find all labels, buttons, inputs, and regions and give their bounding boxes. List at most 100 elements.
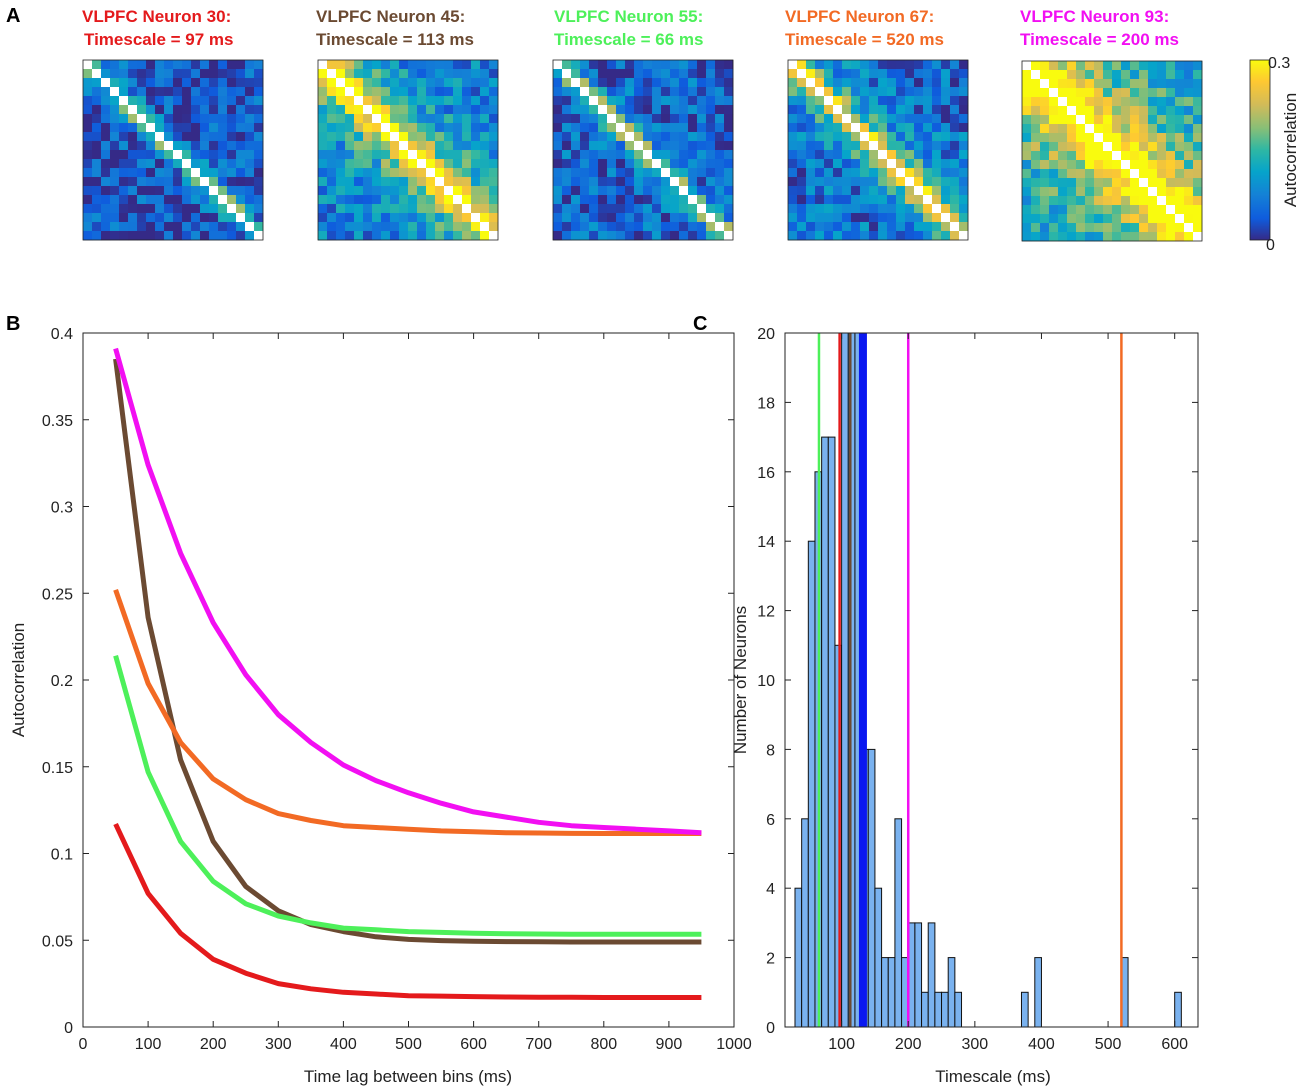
heatmap-cell <box>697 159 707 169</box>
heatmap-cell <box>417 177 427 187</box>
heatmap-cell <box>1130 187 1140 197</box>
heatmap-cell <box>236 213 246 223</box>
heatmap-cell <box>715 69 725 79</box>
heatmap-cell <box>182 60 192 70</box>
heatmap-cell <box>1175 223 1185 233</box>
heatmap-cell <box>146 96 156 106</box>
heatmap-cell <box>110 60 120 70</box>
heatmap-cell <box>562 114 572 124</box>
heatmap-cell <box>679 60 689 70</box>
heatmap-cell <box>137 150 147 160</box>
heatmap-cell <box>435 123 445 133</box>
heatmap-cell <box>218 132 228 142</box>
heatmap-cell <box>1112 142 1122 152</box>
heatmap-cell <box>571 222 581 232</box>
heatmap-cell <box>327 159 337 169</box>
heatmap-cell <box>1184 205 1194 215</box>
heatmap-cell <box>625 87 635 97</box>
heatmap-cell <box>164 87 174 97</box>
heatmap-cell <box>1166 79 1176 89</box>
heatmap-cell <box>254 177 264 187</box>
heatmap-cell <box>345 231 355 241</box>
heatmap-cell <box>896 150 906 160</box>
heatmap-cell <box>824 168 834 178</box>
heatmap-cell <box>1076 61 1086 71</box>
heatmap-cell <box>209 177 219 187</box>
heatmap-cell <box>580 204 590 214</box>
heatmap-cell <box>191 78 201 88</box>
heatmap-cell <box>833 60 843 70</box>
heatmap-cell <box>797 213 807 223</box>
heatmap-cell <box>697 213 707 223</box>
heatmap-cell <box>345 195 355 205</box>
panel-b-series-neuron-67 <box>113 588 702 836</box>
heatmap-cell <box>905 204 915 214</box>
heatmap-cell <box>1121 79 1131 89</box>
heatmap-cell <box>137 141 147 151</box>
heatmap-cell <box>345 132 355 142</box>
heatmap-frame <box>82 59 264 241</box>
heatmap-cell <box>119 141 129 151</box>
heatmap-cell <box>905 186 915 196</box>
heatmap-cell <box>887 177 897 187</box>
heatmap-cell <box>444 60 454 70</box>
heatmap-cell <box>715 159 725 169</box>
heatmap-cell <box>1085 169 1095 179</box>
heatmap-cell <box>1022 187 1032 197</box>
heatmap-cell <box>562 87 572 97</box>
heatmap-cell <box>1130 169 1140 179</box>
heatmap-cell <box>643 159 653 169</box>
heatmap-cell <box>815 78 825 88</box>
heatmap-cell <box>806 150 816 160</box>
heatmap-cell <box>1130 133 1140 143</box>
heatmap-cell <box>815 159 825 169</box>
heatmap-cell <box>1094 133 1104 143</box>
heatmap-cell <box>806 96 816 106</box>
heatmap-cell <box>643 213 653 223</box>
heatmap-cell <box>1166 115 1176 125</box>
heatmap-cell <box>806 141 816 151</box>
heatmap-cell <box>1040 160 1050 170</box>
heatmap-cell <box>625 105 635 115</box>
heatmap-cell <box>1058 214 1068 224</box>
heatmap-cell <box>155 141 165 151</box>
heatmap-cell <box>688 213 698 223</box>
heatmap-cell <box>842 195 852 205</box>
heatmap-cell <box>562 123 572 133</box>
heatmap-cell <box>399 168 409 178</box>
heatmap-cell <box>1103 70 1113 80</box>
heatmap-cell <box>724 141 734 151</box>
heatmap-cell <box>842 168 852 178</box>
neuron-30-title-line2: Timescale = 97 ms <box>84 30 234 49</box>
heatmap-cell <box>92 132 102 142</box>
heatmap-cell <box>336 186 346 196</box>
heatmap-cell <box>399 105 409 115</box>
heatmap-cell <box>1067 133 1077 143</box>
heatmap-cell <box>851 78 861 88</box>
heatmap-cell <box>426 114 436 124</box>
heatmap-cell <box>354 204 364 214</box>
heatmap-cell <box>634 87 644 97</box>
heatmap-cell <box>679 159 689 169</box>
heatmap-cell <box>1067 106 1077 116</box>
heatmap-cell <box>851 150 861 160</box>
heatmap-cell <box>896 69 906 79</box>
heatmap-cell <box>119 222 129 232</box>
heatmap-cell <box>155 60 165 70</box>
heatmap-cell <box>1058 88 1068 98</box>
heatmap-cell <box>571 60 581 70</box>
heatmap-cell <box>959 204 969 214</box>
heatmap-cell <box>462 87 472 97</box>
heatmap-cell <box>236 168 246 178</box>
heatmap-cell <box>453 69 463 79</box>
heatmap-cell <box>1085 151 1095 161</box>
heatmap-cell <box>245 231 255 241</box>
heatmap-cell <box>318 78 328 88</box>
heatmap-cell <box>200 204 210 214</box>
heatmap-cell <box>941 114 951 124</box>
heatmap-cell <box>390 132 400 142</box>
heatmap-cell <box>92 69 102 79</box>
heatmap-cell <box>381 213 391 223</box>
heatmap-cell <box>851 168 861 178</box>
heatmap-cell <box>851 96 861 106</box>
